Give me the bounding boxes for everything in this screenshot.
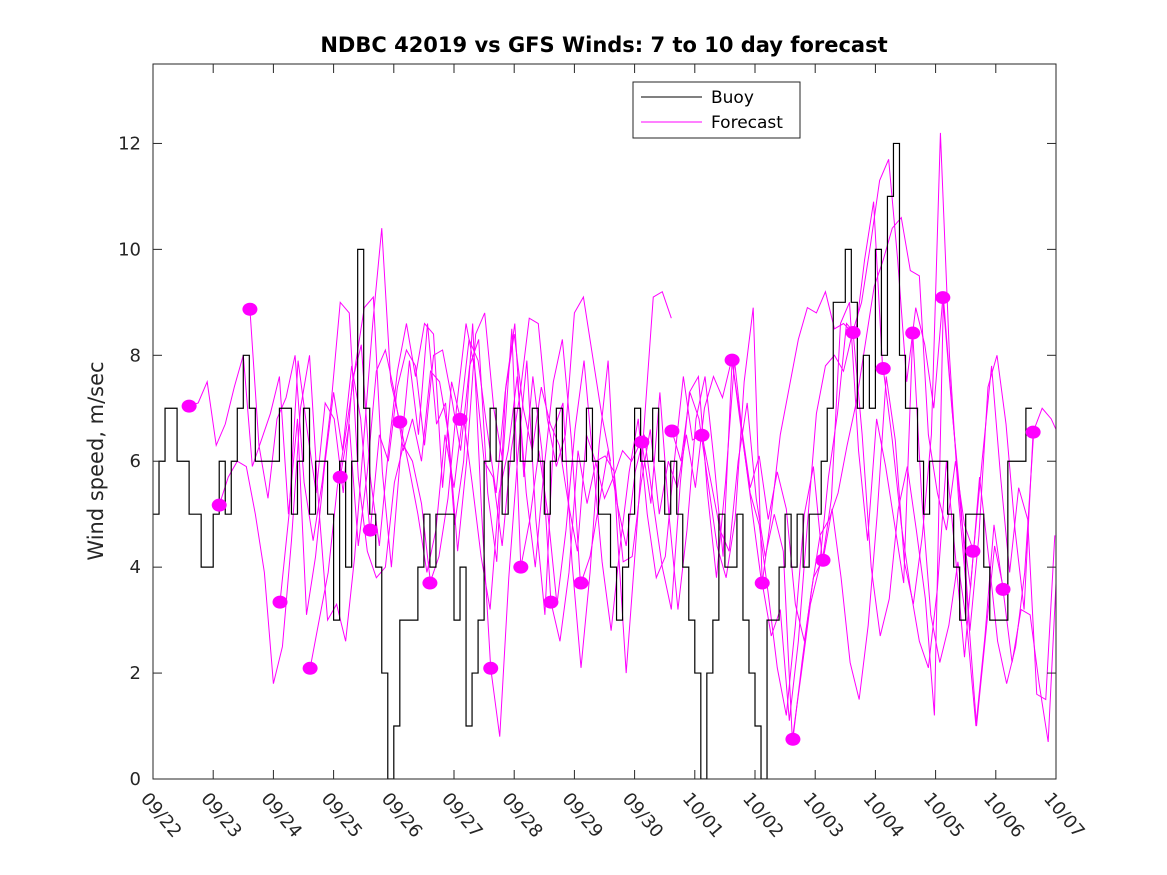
forecast-marker [965, 544, 981, 558]
forecast-line-23 [882, 365, 1056, 701]
legend-box [632, 81, 801, 139]
forecast-marker [845, 326, 861, 340]
y-axis-label: Wind speed, m/sec [84, 361, 108, 560]
forecast-marker [272, 595, 288, 609]
forecast-marker [181, 399, 197, 413]
forecast-marker [302, 661, 318, 675]
forecast-marker [1025, 425, 1041, 439]
forecast-marker [422, 576, 438, 590]
marker-group [181, 291, 1041, 746]
forecast-line-11 [490, 290, 672, 737]
forecast-marker [543, 595, 559, 609]
forecast-marker [995, 582, 1011, 596]
forecast-marker [211, 498, 227, 512]
y-tick-label: 2 [130, 663, 141, 684]
y-tick-label: 0 [130, 769, 141, 790]
forecast-marker [935, 291, 951, 305]
forecast-marker [724, 353, 740, 367]
forecast-line-24 [912, 333, 1056, 743]
chart-title: NDBC 42019 vs GFS Winds: 7 to 10 day for… [320, 33, 887, 57]
buoy-series-group [153, 142, 1032, 779]
forecast-line-6 [339, 312, 522, 568]
forecast-line-9 [429, 295, 612, 584]
forecast-marker [785, 732, 801, 746]
forecast-line-2 [218, 228, 401, 684]
forecast-line-4 [279, 322, 462, 603]
y-tick-label: 6 [130, 451, 141, 472]
forecast-marker [483, 661, 499, 675]
forecast-line-5 [309, 295, 492, 669]
forecast-marker [815, 553, 831, 567]
y-tick-label: 12 [118, 133, 141, 154]
forecast-marker [513, 560, 529, 574]
forecast-line-14 [580, 360, 763, 610]
forecast-marker [634, 435, 650, 449]
buoy-line [153, 142, 1032, 779]
forecast-line-20 [792, 216, 974, 740]
legend-buoy-label: Buoy [711, 88, 754, 108]
forecast-marker [694, 428, 710, 442]
y-tick-label: 10 [118, 239, 141, 260]
forecast-marker [362, 523, 378, 537]
forecast-marker [392, 415, 408, 429]
y-tick-label: 8 [130, 345, 141, 366]
forecast-marker [754, 576, 770, 590]
forecast-marker [875, 362, 891, 376]
y-tick-label: 4 [130, 557, 141, 578]
forecast-line-1 [188, 355, 371, 615]
forecast-line-25 [942, 297, 1056, 631]
forecast-marker [242, 302, 258, 316]
forecast-marker [452, 412, 468, 426]
forecast-marker [332, 470, 348, 484]
legend: Buoy Forecast [632, 81, 801, 139]
axes-frame [152, 63, 1057, 780]
forecast-line-12 [520, 360, 702, 631]
forecast-marker [573, 576, 589, 590]
forecast-marker [664, 424, 680, 438]
plot-area [153, 64, 1056, 779]
legend-forecast-label: Forecast [711, 113, 783, 133]
forecast-marker [905, 326, 921, 340]
